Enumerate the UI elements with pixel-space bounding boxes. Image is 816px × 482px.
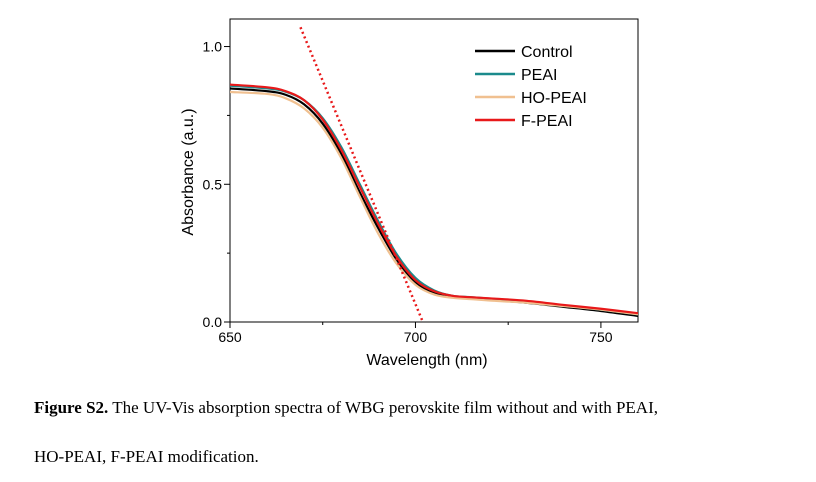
plot-frame [229,18,639,323]
legend-label: HO-PEAI [521,90,587,107]
legend: Control PEAI HO-PEAI F-PEAI [475,44,587,130]
y-tick-label: 1.0 [203,39,223,55]
y-axis-label: Absorbance (a.u.) [180,108,197,235]
x-axis-label: Wavelength (nm) [366,352,487,369]
x-tick-label: 650 [218,329,242,345]
figure-caption: Figure S2. The UV-Vis absorption spectra… [34,398,794,418]
legend-label: Control [521,44,573,61]
y-tick-label: 0.0 [203,314,223,330]
series-line-f-peai [230,83,638,315]
series-line-control [230,87,638,318]
series-layer [230,26,638,322]
x-tick-label: 700 [404,329,428,345]
ticks-layer: 650 700 750 0.0 0.5 1.0 [203,39,613,345]
plot-border [229,18,639,323]
x-tick-label: 750 [589,329,613,345]
y-tick-label: 0.5 [203,176,223,192]
series-line-peai [230,84,638,316]
caption-text: The UV-Vis absorption spectra of WBG per… [108,398,658,417]
caption-label: Figure S2. [34,398,109,417]
legend-label: PEAI [521,67,557,84]
chart: 650 700 750 0.0 0.5 1.0 Wavelength (nm) Absor… [180,18,639,369]
series-line-ho-peai [230,90,638,316]
tangent-line [299,26,425,322]
figure-caption-line2: HO-PEAI, F-PEAI modification. [34,447,259,466]
legend-label: F-PEAI [521,113,573,130]
